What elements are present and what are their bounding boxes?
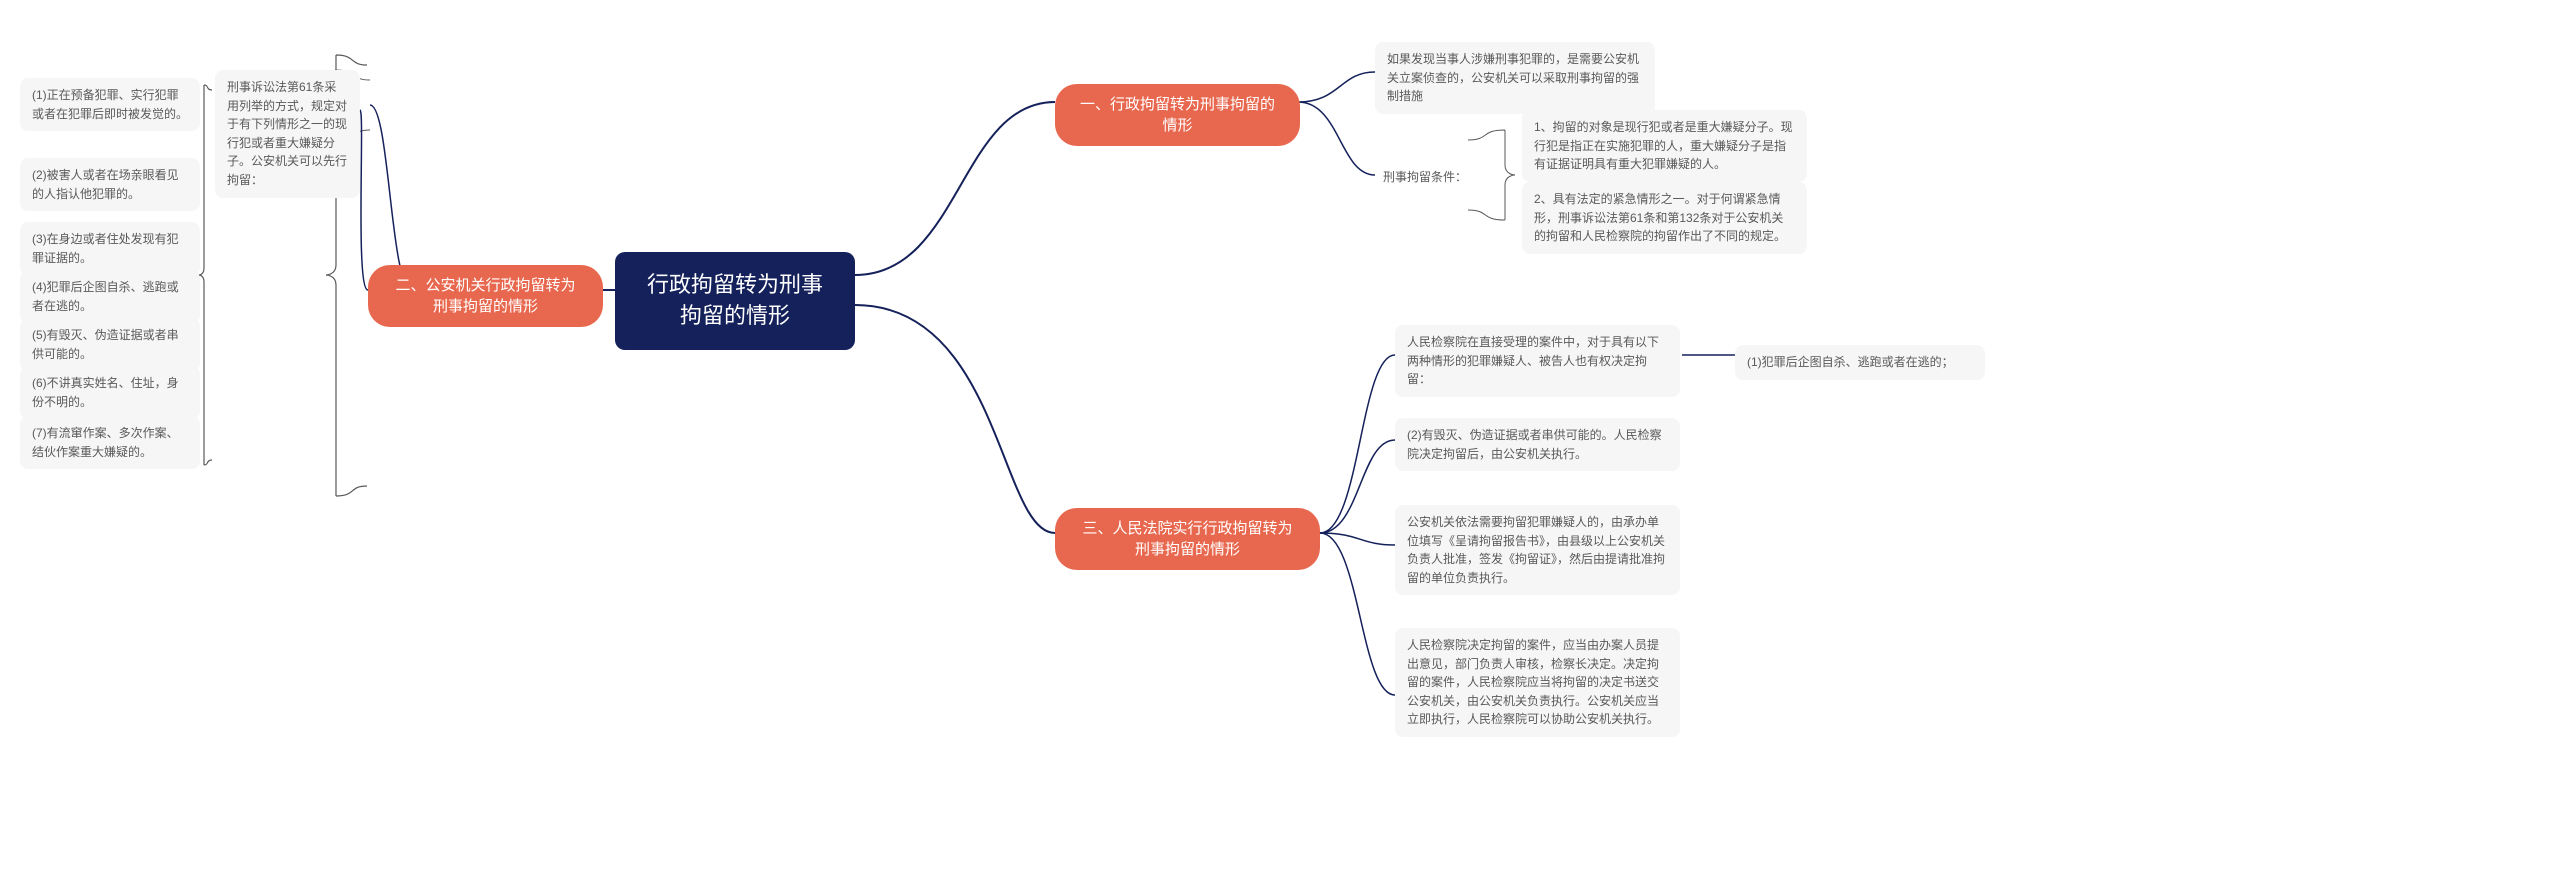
b1-mid-label: 刑事拘留条件： (1380, 168, 1470, 186)
b1-child-1: 如果发现当事人涉嫌刑事犯罪的，是需要公安机关立案侦查的，公安机关可以采取刑事拘留… (1375, 42, 1655, 114)
li4: (4)犯罪后企图自杀、逃跑或者在逃的。 (20, 270, 200, 323)
b3-child-1-sub: (1)犯罪后企图自杀、逃跑或者在逃的； (1735, 345, 1985, 380)
b1-child-2b: 2、具有法定的紧急情形之一。对于何谓紧急情形，刑事诉讼法第61条和第132条对于… (1522, 182, 1807, 254)
b1-child-2a: 1、拘留的对象是现行犯或者是重大嫌疑分子。现行犯是指正在实施犯罪的人，重大嫌疑分… (1522, 110, 1807, 182)
left-intro: 刑事诉讼法第61条采用列举的方式，规定对于有下列情形之一的现行犯或者重大嫌疑分子… (215, 70, 360, 198)
branch-3-label: 三、人民法院实行行政拘留转为刑事拘留的情形 (1077, 518, 1298, 560)
b3-child-3: 公安机关依法需要拘留犯罪嫌疑人的，由承办单位填写《呈请拘留报告书》，由县级以上公… (1395, 505, 1680, 595)
li1: (1)正在预备犯罪、实行犯罪或者在犯罪后即时被发觉的。 (20, 78, 200, 131)
branch-1-label: 一、行政拘留转为刑事拘留的情形 (1077, 94, 1278, 136)
li3: (3)在身边或者住处发现有犯罪证据的。 (20, 222, 200, 275)
li5: (5)有毁灭、伪造证据或者串供可能的。 (20, 318, 200, 371)
root-node: 行政拘留转为刑事拘留的情形 (615, 252, 855, 350)
li2: (2)被害人或者在场亲眼看见的人指认他犯罪的。 (20, 158, 200, 211)
b3-child-4: 人民检察院决定拘留的案件，应当由办案人员提出意见，部门负责人审核，检察长决定。决… (1395, 628, 1680, 737)
li6: (6)不讲真实姓名、住址，身份不明的。 (20, 366, 200, 419)
branch-1: 一、行政拘留转为刑事拘留的情形 (1055, 84, 1300, 146)
li7: (7)有流窜作案、多次作案、结伙作案重大嫌疑的。 (20, 416, 200, 469)
left-branch: 二、公安机关行政拘留转为刑事拘留的情形 (368, 265, 603, 327)
root-text: 行政拘留转为刑事拘留的情形 (643, 270, 827, 332)
branch-3: 三、人民法院实行行政拘留转为刑事拘留的情形 (1055, 508, 1320, 570)
b3-child-2: (2)有毁灭、伪造证据或者串供可能的。人民检察院决定拘留后，由公安机关执行。 (1395, 418, 1680, 471)
b3-child-1: 人民检察院在直接受理的案件中，对于具有以下两种情形的犯罪嫌疑人、被告人也有权决定… (1395, 325, 1680, 397)
